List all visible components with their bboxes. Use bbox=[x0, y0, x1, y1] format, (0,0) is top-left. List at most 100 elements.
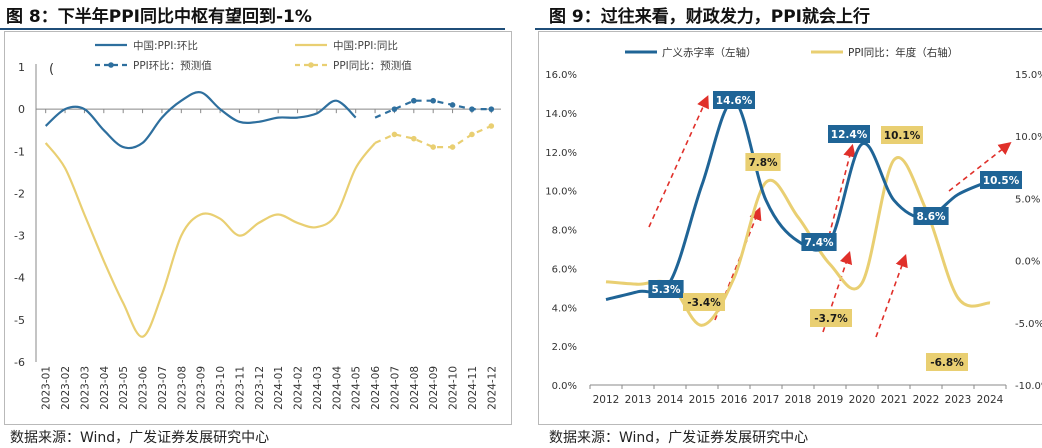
forecast-marker bbox=[488, 106, 495, 112]
figure-9-source: 数据来源：Wind，广发证券发展研究中心 bbox=[549, 430, 809, 446]
data-label: 10.5% bbox=[983, 175, 1020, 187]
x-tick-label: 2024-07 bbox=[389, 366, 401, 410]
x-tick-label: 2024-01 bbox=[273, 366, 285, 410]
x-tick-label: 2017 bbox=[753, 394, 780, 406]
data-label-badge bbox=[913, 207, 949, 225]
x-tick-label: 2023-12 bbox=[254, 366, 266, 410]
x-tick-label: 2023-10 bbox=[215, 366, 227, 410]
y-tick-label: -2 bbox=[14, 187, 25, 200]
trend-arrow bbox=[648, 95, 709, 228]
data-label-badge bbox=[810, 309, 852, 327]
data-label: 7.8% bbox=[748, 157, 778, 169]
legend-label: 中国:PPI:环比 bbox=[133, 39, 198, 52]
data-label-badge bbox=[980, 171, 1022, 189]
x-tick-label: 2024-04 bbox=[331, 366, 343, 410]
forecast-marker bbox=[391, 131, 398, 138]
data-label: 5.3% bbox=[651, 284, 681, 296]
y-tick-label: 0 bbox=[18, 103, 25, 116]
forecast-marker bbox=[411, 97, 417, 104]
y-tick-label: -5 bbox=[14, 314, 25, 327]
data-label-badge bbox=[745, 153, 781, 171]
x-tick-label: 2018 bbox=[785, 394, 812, 406]
data-label: 8.6% bbox=[916, 211, 946, 223]
x-tick-label: 2024-08 bbox=[409, 366, 421, 410]
legend-marker bbox=[108, 62, 114, 68]
y-tick-label: -1 bbox=[14, 145, 25, 158]
figure-8-title: 图 8：下半年PPI同比中枢有望回到-1% bbox=[6, 7, 312, 27]
trend-arrow bbox=[875, 253, 908, 338]
forecast-marker bbox=[430, 144, 436, 150]
x-tick-label: 2013 bbox=[625, 394, 652, 406]
legend-stray-char: ( bbox=[49, 62, 54, 77]
left-y-tick-label: 0.0% bbox=[552, 381, 577, 392]
x-tick-label: 2024-10 bbox=[448, 366, 460, 410]
left-y-tick-label: 6.0% bbox=[552, 264, 577, 275]
y-tick-label: -4 bbox=[14, 272, 25, 285]
left-y-tick-label: 10.0% bbox=[545, 187, 577, 198]
data-label: -3.4% bbox=[687, 297, 721, 309]
forecast-marker bbox=[391, 106, 398, 112]
right-y-tick-label: 15.0% bbox=[1015, 70, 1042, 81]
x-tick-label: 2023-08 bbox=[176, 366, 188, 410]
right-y-tick-label: -10.0% bbox=[1015, 381, 1042, 392]
legend-label: PPI同比：年度（右轴） bbox=[848, 46, 958, 59]
data-label-badge bbox=[713, 91, 755, 109]
data-label-badge bbox=[648, 280, 684, 298]
x-tick-label: 2024-12 bbox=[486, 366, 498, 410]
x-tick-label: 2023-04 bbox=[99, 366, 111, 410]
data-label-badge bbox=[828, 125, 870, 143]
figure-8-title-rule bbox=[0, 28, 505, 30]
forecast-marker bbox=[469, 131, 475, 138]
data-label-badge bbox=[881, 126, 923, 144]
data-label: 12.4% bbox=[831, 129, 868, 141]
forecast-marker bbox=[430, 97, 436, 104]
x-tick-label: 2021 bbox=[881, 394, 908, 406]
right-y-tick-label: -5.0% bbox=[1015, 319, 1042, 330]
x-tick-label: 2024-06 bbox=[370, 366, 382, 410]
figure-9-title: 图 9：过往来看，财政发力，PPI就会上行 bbox=[549, 7, 870, 27]
left-y-tick-label: 16.0% bbox=[545, 70, 577, 81]
x-tick-label: 2023-06 bbox=[138, 366, 150, 410]
x-tick-label: 2024-09 bbox=[428, 366, 440, 410]
data-label-badge bbox=[926, 353, 968, 371]
x-tick-label: 2014 bbox=[657, 394, 684, 406]
left-y-tick-label: 8.0% bbox=[552, 226, 577, 237]
x-tick-label: 2016 bbox=[721, 394, 748, 406]
x-tick-label: 2024-03 bbox=[312, 366, 324, 410]
figure-8-chart-frame: 1 0 -1 -2 -3 -4 -5 -6 2023-01 2023-02 2023-03 2023-… bbox=[4, 31, 512, 425]
x-tick-label: 2023 bbox=[945, 394, 972, 406]
left-y-tick-label: 2.0% bbox=[552, 342, 577, 353]
x-tick-label: 2024-05 bbox=[351, 366, 363, 410]
figure-9-title-rule bbox=[535, 28, 1042, 30]
data-label: 10.1% bbox=[884, 130, 921, 142]
right-y-tick-label: 5.0% bbox=[1015, 194, 1040, 205]
figure-8-source: 数据来源：Wind，广发证券发展研究中心 bbox=[10, 430, 270, 446]
x-tick-label: 2023-02 bbox=[60, 366, 72, 410]
x-tick-label: 2022 bbox=[913, 394, 940, 406]
x-tick-label: 2023-05 bbox=[118, 366, 130, 410]
x-tick-label: 2023-03 bbox=[79, 366, 91, 410]
ppi-mom-line bbox=[44, 90, 357, 150]
data-label: -6.8% bbox=[930, 357, 964, 369]
legend-label: PPI同比：预测值 bbox=[333, 59, 412, 72]
x-tick-label: 2024-11 bbox=[467, 366, 479, 410]
x-tick-label: 2015 bbox=[689, 394, 716, 406]
figure-8-chart: 1 0 -1 -2 -3 -4 -5 -6 2023-01 2023-02 2023-03 2023-… bbox=[14, 39, 501, 410]
deficit-ratio-line bbox=[605, 99, 991, 301]
legend-label: 广义赤字率（左轴） bbox=[662, 46, 757, 59]
y-tick-label: -3 bbox=[14, 230, 25, 243]
forecast-marker bbox=[488, 123, 495, 129]
x-tick-label: 2012 bbox=[593, 394, 620, 406]
legend-label: PPI环比：预测值 bbox=[133, 59, 212, 72]
y-tick-label: -6 bbox=[14, 356, 25, 369]
right-y-tick-label: 10.0% bbox=[1015, 132, 1042, 143]
legend-label: 中国:PPI:同比 bbox=[333, 39, 398, 52]
ppi-yoy-forecast-line bbox=[374, 124, 492, 149]
x-tick-label: 2023-01 bbox=[41, 366, 53, 410]
figure-9-panel: 图 9：过往来看，财政发力，PPI就会上行 16.0% 14.0% 12.0% 10.… bbox=[527, 0, 1042, 448]
left-y-tick-label: 12.0% bbox=[545, 148, 577, 159]
y-tick-label: 1 bbox=[18, 61, 25, 74]
data-label: 14.6% bbox=[716, 95, 753, 107]
data-label-badge bbox=[801, 233, 837, 251]
figure-8-panel: 图 8：下半年PPI同比中枢有望回到-1% 1 0 -1 -2 -3 -4 -5 -6 2023… bbox=[0, 0, 515, 448]
